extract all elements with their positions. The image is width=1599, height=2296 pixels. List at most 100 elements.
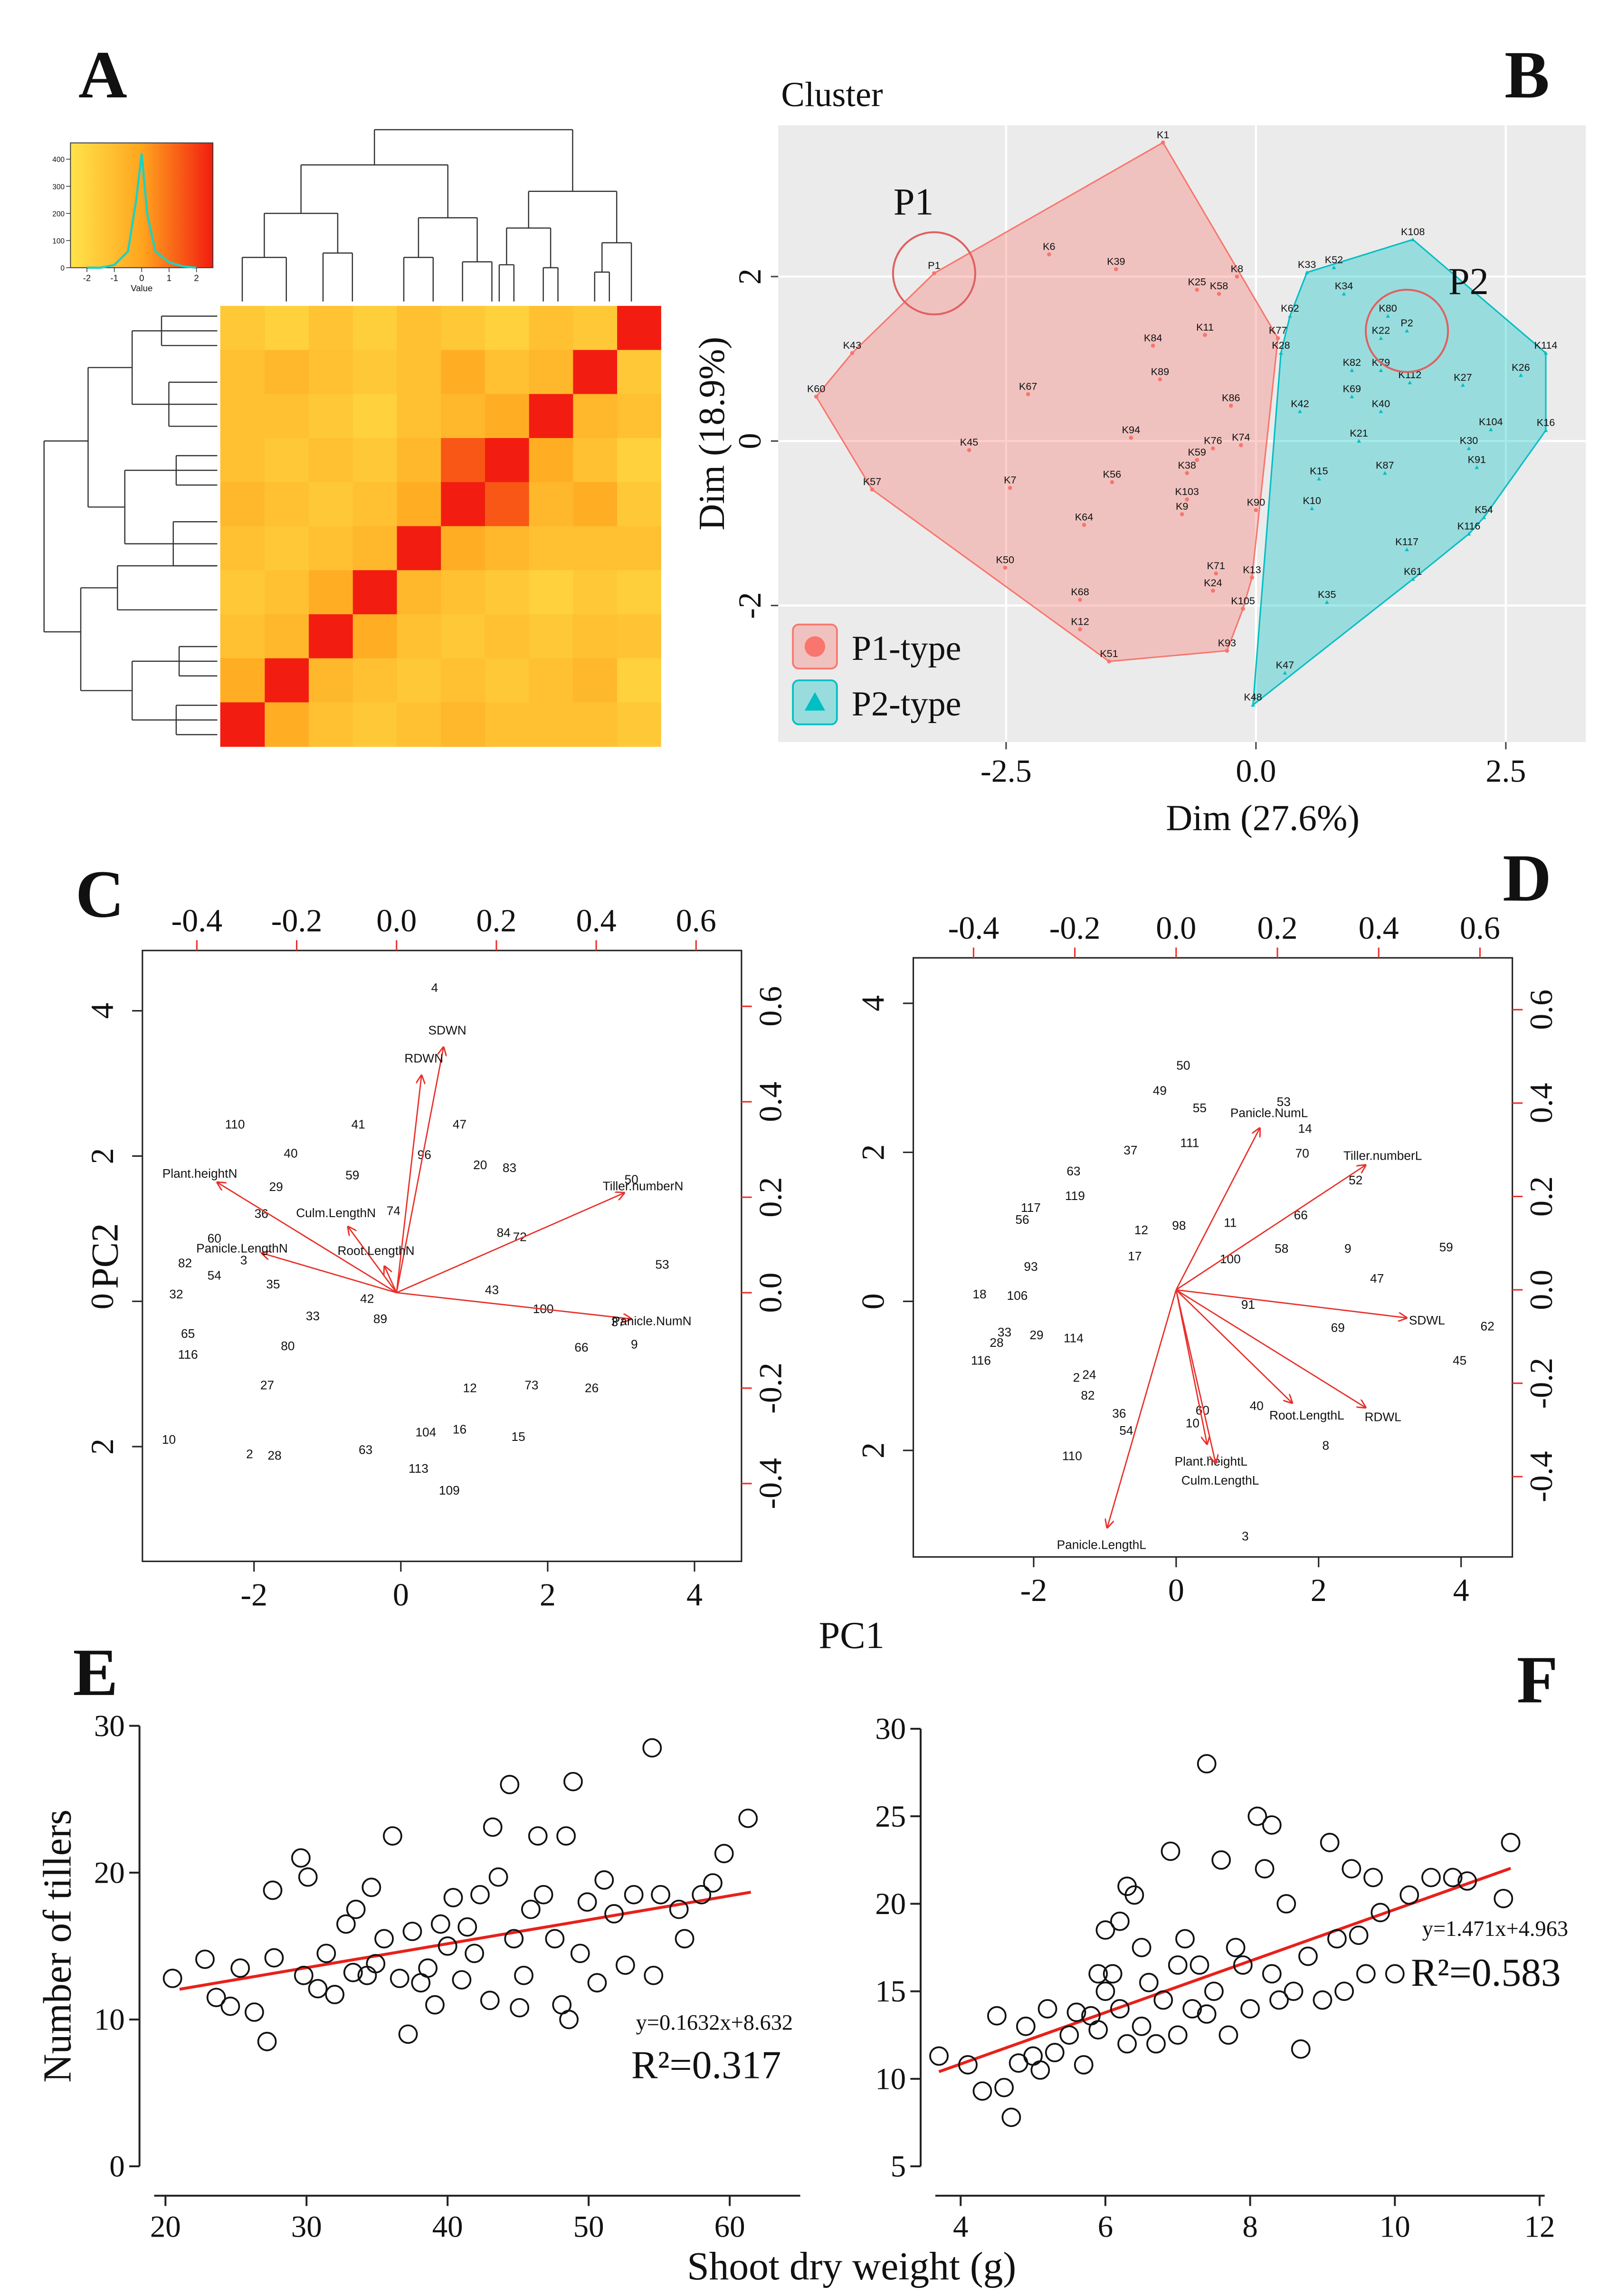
point	[1269, 1990, 1289, 2010]
point-label: 17	[1128, 1249, 1142, 1263]
point	[1182, 1999, 1202, 2019]
heatmap-cell	[264, 350, 309, 395]
point-label: 47	[453, 1117, 466, 1131]
point	[1421, 1867, 1441, 1887]
point-label: K68	[1071, 586, 1089, 598]
point	[1461, 383, 1465, 387]
point-label: 35	[266, 1277, 280, 1291]
panel-letter: B	[1504, 37, 1550, 112]
point	[1313, 1990, 1332, 2010]
point-label: 111	[1180, 1135, 1199, 1150]
annotation: R²=0.583	[1411, 1951, 1561, 1995]
x-tick-label: 0.0	[1236, 753, 1276, 789]
point	[1211, 1850, 1231, 1870]
y2-tick-label: 0.2	[1523, 1176, 1559, 1217]
point-label: 41	[352, 1117, 365, 1131]
loading-label: SDWN	[428, 1023, 466, 1038]
point	[1324, 600, 1329, 604]
point-label: 110	[225, 1117, 245, 1131]
point	[1114, 267, 1118, 271]
annotation: P1	[894, 181, 934, 223]
point	[1276, 1894, 1296, 1914]
point	[162, 1969, 182, 1988]
legend-label: P1-type	[852, 629, 961, 668]
heatmap-cell	[220, 305, 265, 351]
point	[1095, 1982, 1115, 2001]
annotation: y=1.471x+4.963	[1422, 1917, 1568, 1941]
loading-arrow	[385, 1267, 397, 1293]
point	[1488, 427, 1493, 431]
y-tick-label: 2	[855, 1442, 891, 1458]
point	[1310, 506, 1314, 510]
point	[1225, 648, 1229, 653]
point	[1262, 1964, 1282, 1984]
point	[1175, 1929, 1195, 1949]
point	[1240, 1999, 1260, 2019]
point-label: 59	[1439, 1240, 1453, 1254]
point	[1016, 2016, 1036, 2036]
point	[1317, 476, 1321, 481]
point	[346, 1899, 366, 1919]
point	[1238, 443, 1243, 448]
point-label: K105	[1231, 595, 1255, 607]
x2-tick-label: 0.2	[476, 903, 516, 939]
heatmap-cell	[308, 394, 353, 438]
point	[1457, 1871, 1477, 1891]
point	[1251, 703, 1255, 707]
y-tick-label: 2	[84, 1148, 120, 1164]
point	[257, 2031, 277, 2051]
heatmap-cell	[440, 702, 485, 747]
point	[1334, 1982, 1354, 2001]
y-axis-label: Dim (18.9%)	[691, 337, 732, 531]
point-label: 18	[972, 1287, 986, 1301]
point	[336, 1914, 356, 1934]
heatmap-cell	[264, 658, 309, 703]
point	[587, 1973, 607, 1993]
point	[425, 1995, 445, 2015]
heatmap-cell	[396, 614, 441, 659]
point	[814, 394, 819, 399]
heatmap-cell	[572, 614, 618, 659]
point	[488, 1867, 508, 1887]
point	[1117, 2034, 1137, 2054]
y2-tick-label: 0.6	[752, 986, 788, 1027]
y2-tick-label: 0.2	[752, 1177, 788, 1218]
point-label: 3	[1242, 1529, 1249, 1543]
point	[1214, 571, 1218, 576]
point-label: K43	[843, 339, 861, 351]
heatmap-cell	[220, 658, 265, 703]
point	[390, 1969, 409, 1988]
heatmap-cell	[352, 482, 397, 527]
point	[1327, 1929, 1347, 1949]
point-label: 53	[655, 1258, 669, 1272]
legend-label: P2-type	[852, 685, 961, 724]
point	[556, 1826, 576, 1846]
point	[1110, 1911, 1130, 1931]
point	[642, 1738, 662, 1758]
point-label: 11	[1224, 1215, 1237, 1229]
point	[264, 1948, 284, 1968]
point	[929, 2046, 949, 2066]
point	[1501, 1833, 1521, 1852]
point-label: K12	[1071, 615, 1089, 627]
point-label: K6	[1043, 240, 1055, 252]
point-label: K90	[1247, 496, 1265, 508]
heatmap-cell	[440, 526, 485, 571]
point-label: K59	[1188, 446, 1206, 458]
heatmap-cell	[308, 570, 353, 615]
heatmap-cell	[264, 702, 309, 747]
point	[1103, 1964, 1123, 1984]
x-tick-label: 2	[540, 1576, 556, 1612]
point-label: P2	[1400, 317, 1413, 329]
heatmap-cell	[572, 305, 618, 351]
point-label: 55	[1193, 1101, 1207, 1115]
point	[316, 1944, 336, 1963]
chart-title: Cluster	[781, 75, 883, 114]
point	[594, 1870, 614, 1890]
y2-tick-label: 0.0	[1523, 1270, 1559, 1310]
panel-letter: A	[78, 37, 127, 112]
point	[374, 1929, 394, 1949]
heatmap-cell	[617, 305, 661, 351]
point-label: 114	[1064, 1331, 1084, 1345]
